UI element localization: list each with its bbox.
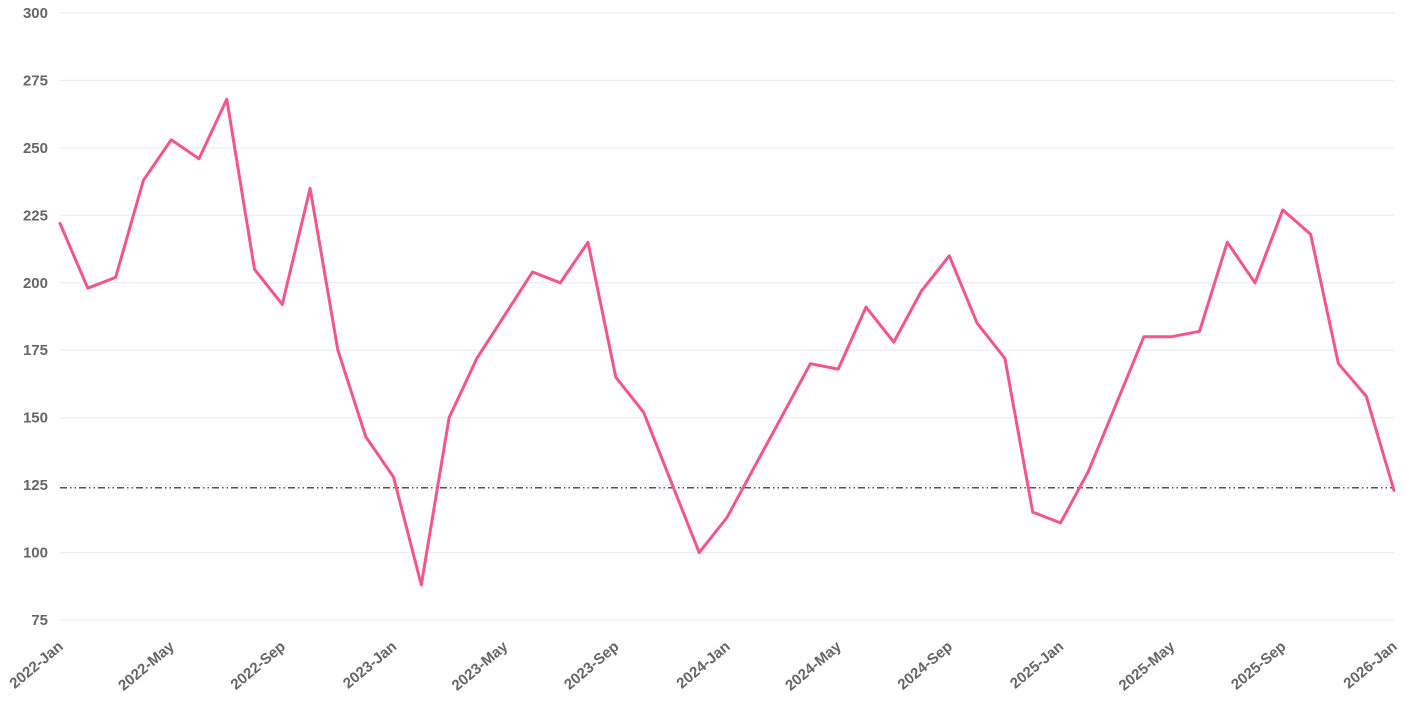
- x-tick-label: 2022-Jan: [6, 638, 66, 692]
- gridlines: [60, 12, 1394, 621]
- y-tick-label: 225: [23, 207, 48, 224]
- price-line-series: [58, 97, 1396, 587]
- x-tick-label: 2024-May: [782, 638, 845, 695]
- x-tick-label: 2023-Sep: [561, 638, 622, 693]
- y-tick-label: 200: [23, 275, 48, 292]
- y-axis-labels: 75 100 125 150 175 200 225 250 275 300: [23, 5, 48, 629]
- x-axis-labels: 2022-Jan 2022-May 2022-Sep 2023-Jan 2023-May…: [6, 638, 1400, 695]
- x-tick-label: 2024-Jan: [673, 638, 733, 692]
- x-tick-label: 2025-May: [1116, 638, 1179, 695]
- y-tick-label: 300: [23, 5, 48, 22]
- y-tick-label: 125: [23, 477, 48, 494]
- x-tick-label: 2026-Jan: [1340, 638, 1400, 692]
- x-tick-label: 2022-May: [115, 638, 178, 695]
- y-tick-label: 100: [23, 545, 48, 562]
- x-tick-label: 2025-Sep: [1228, 638, 1289, 693]
- x-tick-label: 2024-Sep: [894, 638, 955, 693]
- y-tick-label: 75: [31, 612, 48, 629]
- x-tick-label: 2025-Jan: [1007, 638, 1067, 692]
- y-tick-label: 150: [23, 410, 48, 427]
- y-tick-label: 175: [23, 342, 48, 359]
- x-tick-label: 2022-Sep: [227, 638, 288, 693]
- y-tick-label: 250: [23, 140, 48, 157]
- x-tick-label: 2023-May: [449, 638, 512, 695]
- y-tick-label: 275: [23, 72, 48, 89]
- x-tick-label: 2023-Jan: [340, 638, 400, 692]
